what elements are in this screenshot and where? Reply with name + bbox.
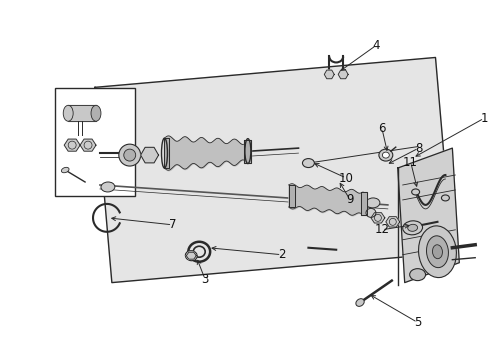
Text: 2: 2 (277, 248, 285, 261)
Ellipse shape (302, 159, 314, 167)
Polygon shape (164, 138, 169, 168)
Ellipse shape (418, 226, 455, 278)
Ellipse shape (63, 105, 73, 121)
Polygon shape (338, 70, 347, 79)
Polygon shape (324, 70, 333, 79)
Ellipse shape (119, 144, 141, 166)
Ellipse shape (355, 299, 364, 306)
Ellipse shape (382, 152, 388, 158)
Ellipse shape (101, 182, 115, 192)
Text: 9: 9 (346, 193, 353, 206)
Text: 5: 5 (413, 316, 421, 329)
Polygon shape (141, 147, 158, 163)
Polygon shape (80, 139, 96, 151)
Ellipse shape (61, 167, 69, 173)
Polygon shape (370, 213, 384, 223)
Ellipse shape (378, 149, 392, 161)
Ellipse shape (426, 236, 447, 267)
Polygon shape (68, 105, 96, 121)
Ellipse shape (185, 251, 197, 261)
Ellipse shape (407, 224, 417, 231)
Ellipse shape (431, 245, 442, 259)
Text: 8: 8 (414, 141, 422, 155)
Text: 3: 3 (201, 273, 208, 286)
Polygon shape (244, 140, 250, 163)
Text: 10: 10 (338, 171, 353, 185)
Polygon shape (385, 217, 399, 227)
Ellipse shape (123, 149, 135, 161)
Text: 12: 12 (374, 223, 388, 236)
Text: 11: 11 (402, 156, 417, 168)
Ellipse shape (365, 208, 375, 217)
Polygon shape (288, 185, 294, 207)
Ellipse shape (91, 105, 101, 121)
Text: 6: 6 (377, 122, 385, 135)
Ellipse shape (411, 189, 419, 195)
Text: 7: 7 (168, 218, 176, 231)
Polygon shape (95, 58, 451, 283)
Ellipse shape (365, 198, 379, 208)
Text: 1: 1 (479, 112, 487, 125)
Polygon shape (360, 192, 366, 215)
Ellipse shape (441, 195, 448, 201)
Polygon shape (186, 252, 196, 259)
Text: 4: 4 (371, 39, 379, 52)
Polygon shape (64, 139, 80, 151)
Bar (55, 88, 134, 196)
Polygon shape (397, 148, 458, 283)
Ellipse shape (409, 269, 425, 280)
Ellipse shape (402, 221, 422, 235)
